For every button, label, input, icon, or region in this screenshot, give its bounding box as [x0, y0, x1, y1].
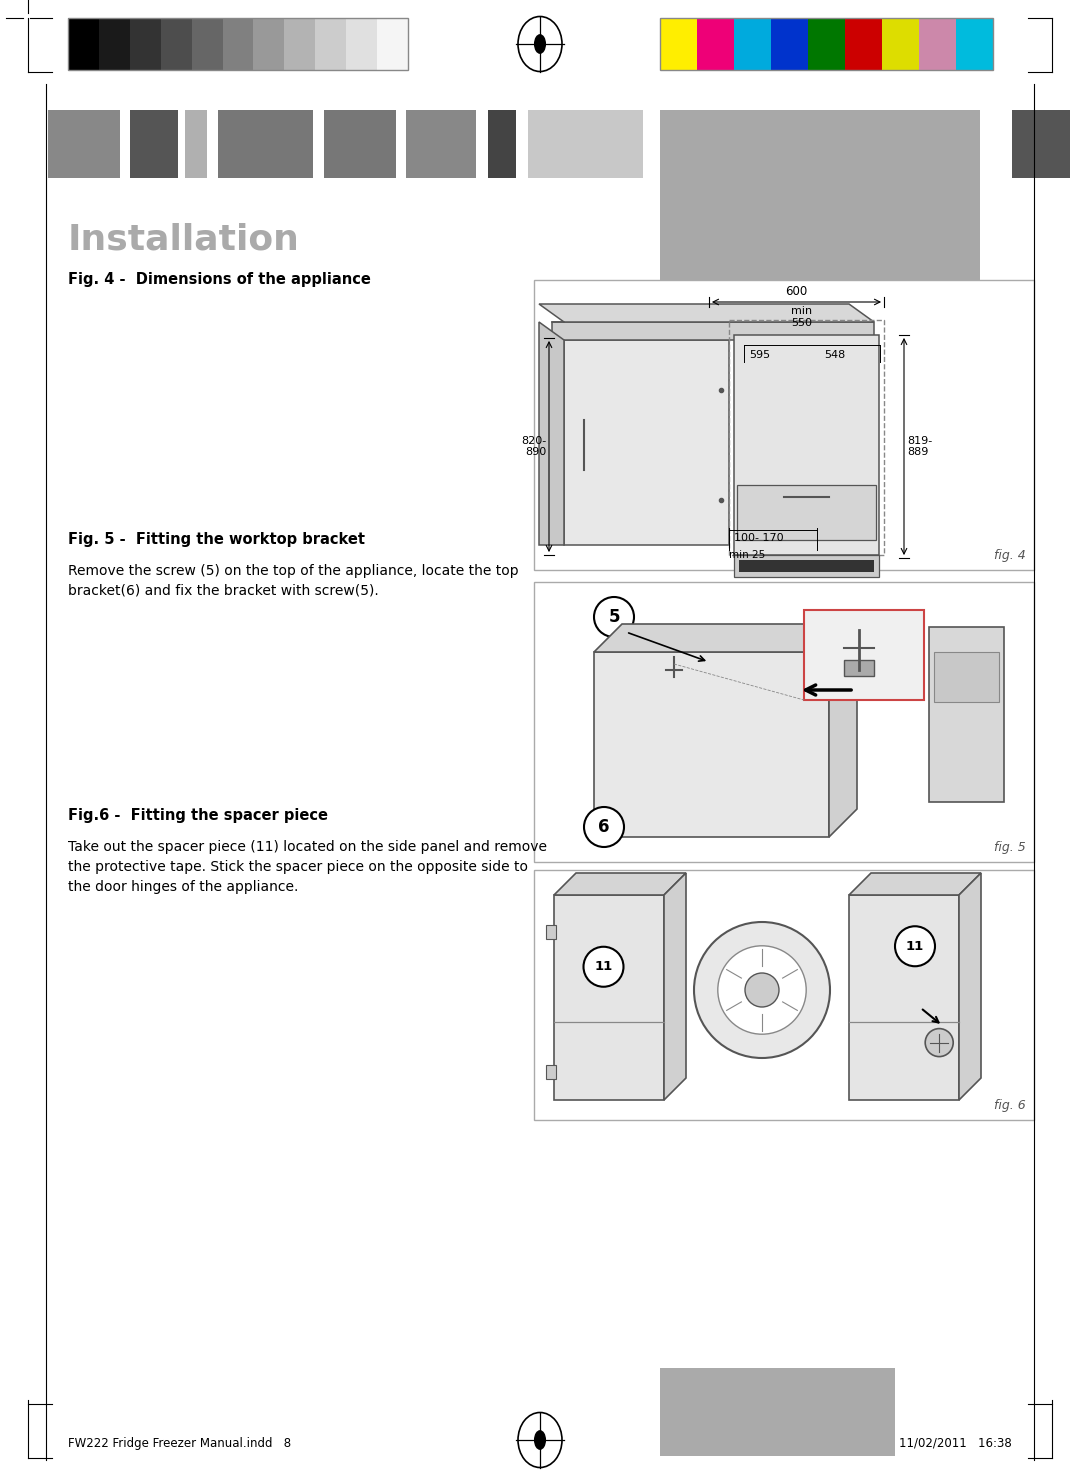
Text: 819-
889: 819- 889	[907, 435, 932, 458]
Text: FW222 Fridge Freezer Manual.indd   8: FW222 Fridge Freezer Manual.indd 8	[68, 1436, 292, 1449]
Bar	[804, 610, 924, 700]
Text: 11: 11	[594, 961, 612, 973]
Bar	[554, 894, 664, 1100]
Bar	[488, 111, 516, 179]
Bar	[737, 486, 876, 540]
Polygon shape	[594, 624, 858, 652]
Polygon shape	[829, 624, 858, 837]
Bar	[1012, 111, 1070, 179]
Bar	[185, 111, 207, 179]
Bar	[528, 111, 643, 179]
Bar	[68, 18, 99, 69]
Bar	[845, 18, 882, 69]
Bar	[929, 627, 1004, 801]
Bar	[660, 18, 993, 69]
Bar	[660, 111, 980, 400]
Polygon shape	[539, 304, 874, 322]
Bar	[660, 18, 697, 69]
Bar	[956, 18, 993, 69]
Text: 600: 600	[785, 285, 808, 298]
Bar	[406, 111, 476, 179]
Circle shape	[594, 596, 634, 638]
Circle shape	[745, 973, 779, 1007]
Circle shape	[718, 946, 806, 1035]
Bar	[734, 18, 771, 69]
Text: min 25: min 25	[729, 551, 766, 559]
Circle shape	[694, 922, 831, 1058]
Bar	[191, 18, 222, 69]
Text: fig. 4: fig. 4	[995, 549, 1026, 562]
Text: 820-
890: 820- 890	[521, 435, 546, 458]
Circle shape	[583, 946, 623, 987]
Ellipse shape	[534, 1430, 546, 1449]
Bar	[734, 555, 879, 577]
Bar	[739, 559, 874, 573]
Bar	[734, 335, 879, 555]
Text: 595: 595	[750, 350, 770, 360]
Text: 11: 11	[906, 940, 924, 952]
Text: 11/02/2011   16:38: 11/02/2011 16:38	[900, 1436, 1012, 1449]
Text: 548: 548	[824, 350, 846, 360]
Bar	[660, 1368, 895, 1455]
Text: min
550: min 550	[791, 306, 812, 328]
Bar	[534, 280, 1034, 570]
Text: Fig. 4 -  Dimensions of the appliance: Fig. 4 - Dimensions of the appliance	[68, 272, 370, 286]
Circle shape	[584, 807, 624, 847]
Bar	[729, 320, 885, 555]
Bar	[324, 111, 396, 179]
Bar	[843, 660, 874, 676]
Bar	[882, 18, 919, 69]
Text: Fig.6 -  Fitting the spacer piece: Fig.6 - Fitting the spacer piece	[68, 807, 328, 824]
Bar	[771, 18, 808, 69]
Circle shape	[926, 1029, 954, 1057]
Text: the protective tape. Stick the spacer piece on the opposite side to: the protective tape. Stick the spacer pi…	[68, 861, 528, 874]
Bar	[546, 1066, 556, 1079]
Bar	[218, 111, 313, 179]
Bar	[68, 18, 408, 69]
Text: Fig. 5 -  Fitting the worktop bracket: Fig. 5 - Fitting the worktop bracket	[68, 531, 365, 548]
Text: the door hinges of the appliance.: the door hinges of the appliance.	[68, 880, 298, 894]
Text: Remove the screw (5) on the top of the appliance, locate the top: Remove the screw (5) on the top of the a…	[68, 564, 518, 579]
Bar	[377, 18, 408, 69]
Text: fig. 6: fig. 6	[995, 1100, 1026, 1111]
Bar	[919, 18, 956, 69]
Bar	[130, 18, 161, 69]
Polygon shape	[539, 322, 564, 545]
Bar	[254, 18, 284, 69]
Bar	[222, 18, 254, 69]
Text: 100- 170: 100- 170	[734, 533, 784, 543]
Text: bracket(6) and fix the bracket with screw(5).: bracket(6) and fix the bracket with scre…	[68, 584, 379, 598]
Ellipse shape	[534, 34, 546, 55]
Text: 6: 6	[598, 818, 610, 835]
Bar	[315, 18, 347, 69]
Bar	[552, 322, 874, 339]
Bar	[161, 18, 191, 69]
Bar	[534, 582, 1034, 862]
Bar	[546, 925, 556, 939]
Bar	[934, 652, 999, 703]
Bar	[697, 18, 734, 69]
Bar	[130, 111, 178, 179]
Polygon shape	[664, 872, 686, 1100]
Polygon shape	[554, 872, 686, 894]
Text: Take out the spacer piece (11) located on the side panel and remove: Take out the spacer piece (11) located o…	[68, 840, 546, 855]
Text: Installation: Installation	[68, 221, 300, 255]
Bar	[48, 111, 120, 179]
Bar	[284, 18, 315, 69]
Text: 5: 5	[608, 608, 620, 626]
Bar	[534, 869, 1034, 1120]
Polygon shape	[959, 872, 981, 1100]
Text: fig. 5: fig. 5	[995, 841, 1026, 855]
Bar	[849, 894, 959, 1100]
Bar	[594, 652, 829, 837]
Bar	[808, 18, 845, 69]
Polygon shape	[849, 872, 981, 894]
Bar	[99, 18, 130, 69]
Bar	[564, 339, 729, 545]
Bar	[347, 18, 377, 69]
Circle shape	[895, 927, 935, 967]
